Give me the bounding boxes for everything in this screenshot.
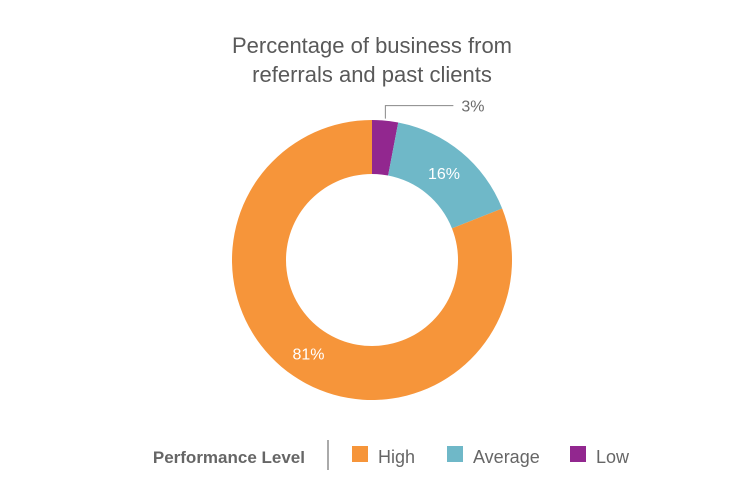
legend-label-low: Low — [596, 447, 630, 467]
legend-swatch-average — [447, 446, 463, 462]
slice-high — [231, 120, 512, 400]
legend: Performance Level High Average Low — [153, 440, 630, 470]
slice-low — [372, 120, 399, 176]
slice-labels: 3% 16% 81% — [292, 99, 484, 364]
legend-label-average: Average — [473, 447, 540, 467]
donut-slices — [231, 120, 512, 400]
chart-title-line-2: referrals and past clients — [252, 62, 492, 87]
data-label-high: 81% — [292, 346, 324, 363]
callout-line-low — [384, 105, 454, 119]
legend-swatch-high — [352, 446, 368, 462]
chart-title-line-1: Percentage of business from — [232, 33, 512, 58]
legend-label-high: High — [378, 447, 415, 467]
data-label-average: 16% — [428, 166, 460, 183]
slice-average — [388, 122, 503, 229]
data-label-low: 3% — [461, 99, 484, 116]
legend-title: Performance Level — [153, 448, 305, 467]
legend-swatch-low — [570, 446, 586, 462]
